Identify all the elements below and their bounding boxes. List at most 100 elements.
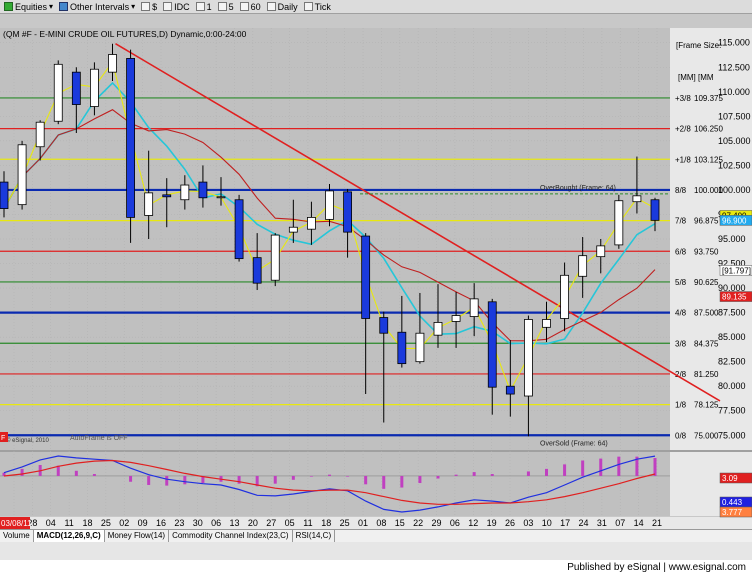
price-badge-text: [91.797] — [722, 266, 751, 275]
x-month-label: Jun — [194, 527, 210, 529]
tab-commodity-channel-index-23-c[interactable]: Commodity Channel Index(23,C) — [169, 530, 293, 542]
candle-body — [451, 315, 461, 322]
copyright-label: © eSignal, 2010 — [6, 437, 49, 444]
date-badge-text: 03/08/11 — [1, 519, 32, 528]
y-tick-label: 112.500 — [718, 62, 750, 72]
price-badge — [719, 291, 752, 302]
candle-body — [325, 190, 334, 220]
macd-badge-text: 3.777 — [722, 508, 743, 517]
y-tick-label: 87.500 — [718, 308, 746, 318]
price-badge — [719, 215, 752, 226]
toolbar-item-label: $ — [152, 1, 158, 12]
tab-money-flow-14[interactable]: Money Flow(14) — [105, 530, 170, 542]
y-tick-label: 100.000 — [718, 185, 751, 195]
autoframe-label: AutoFrame is OFF — [70, 435, 128, 442]
toolbar-item-1[interactable]: 1 — [195, 1, 212, 12]
tick-icon — [303, 2, 313, 11]
tab-macd-12-26-9-c[interactable]: MACD(12,26,9,C) — [33, 530, 105, 542]
y-tick-label: 115.000 — [718, 38, 750, 48]
candle-body — [71, 71, 81, 105]
moving-average-cyan-line — [3, 81, 656, 345]
macd-badge-text: 0.443 — [722, 498, 743, 507]
murrey-value: 81.250 — [694, 370, 719, 379]
toolbar-item-tick[interactable]: Tick — [303, 1, 331, 12]
date-badge — [0, 517, 30, 529]
x-tick-label: 08 — [376, 518, 386, 528]
x-tick-label: 05 — [285, 518, 295, 528]
x-tick-label: 29 — [432, 518, 442, 528]
x-tick-label: 20 — [248, 518, 258, 528]
murrey-label: 6/8 — [675, 247, 687, 256]
x-tick-label: 28 — [27, 518, 37, 528]
murrey-label: +1/8 — [675, 155, 691, 164]
macd-signal-line — [3, 459, 656, 505]
murrey-label: 7/8 — [675, 217, 687, 226]
murrey-label: 4/8 — [675, 309, 687, 318]
candle-body — [53, 63, 63, 122]
x-month-label: May — [120, 527, 138, 529]
candle-body — [288, 226, 298, 233]
price-badge — [719, 265, 752, 276]
x-tick-label: 11 — [303, 518, 312, 528]
toolbar: Equities ▾ Other Intervals ▾ $ IDC 1 5 60 Daily Ti… — [0, 0, 752, 14]
candle-body — [505, 385, 515, 395]
toolbar-item-other-intervals[interactable]: Other Intervals ▾ — [59, 2, 135, 12]
macd-badge — [719, 506, 752, 518]
candle-body — [487, 301, 497, 388]
daily-icon — [266, 2, 276, 11]
candle-body — [108, 54, 117, 73]
x-axis — [0, 517, 752, 529]
chevron-down-icon: ▾ — [131, 2, 136, 11]
toolbar-item-[interactable]: $ — [141, 2, 157, 12]
y-tick-label: 90.000 — [718, 283, 746, 293]
x-tick-label: 18 — [321, 518, 331, 528]
frame-mm-label: [MM] [MM — [678, 73, 714, 82]
candle-body — [632, 195, 642, 203]
sixty-icon — [239, 2, 249, 11]
oversold-label: OverSold (Frame: 64) — [540, 440, 608, 447]
candle-body — [35, 121, 45, 148]
x-tick-label: 18 — [82, 518, 92, 528]
toolbar-item-label: Tick — [314, 1, 331, 12]
toolbar-item-5[interactable]: 5 — [217, 2, 234, 12]
candle-body — [560, 274, 569, 319]
candle-body — [216, 196, 226, 199]
x-tick-label: 03 — [523, 518, 533, 528]
candle-body — [17, 144, 27, 206]
x-tick-label: 06 — [450, 518, 460, 528]
x-month-label: Apr — [47, 527, 63, 529]
murrey-label: 2/8 — [675, 370, 687, 379]
candle-body — [270, 234, 280, 281]
x-month-label: Jul — [267, 527, 280, 529]
dollar-icon — [141, 2, 151, 11]
x-tick-label: 22 — [413, 518, 423, 528]
tab-rsi-14-c[interactable]: RSI(14,C) — [293, 530, 336, 542]
tab-volume[interactable]: Volume — [0, 530, 34, 542]
date-marker-label: F — [1, 435, 5, 442]
murrey-label: 3/8 — [675, 339, 687, 348]
toolbar-item-label: Equities — [15, 1, 48, 12]
five-icon — [217, 2, 227, 11]
toolbar-item-daily[interactable]: Daily — [266, 2, 298, 12]
title-background — [0, 28, 230, 39]
y-tick-label: 82.500 — [718, 357, 746, 367]
murrey-value: 100.000 — [694, 186, 723, 195]
y-tick-label: 95.000 — [718, 234, 746, 244]
x-tick-label: 31 — [597, 518, 607, 528]
y-tick-label: 102.500 — [718, 160, 751, 170]
murrey-value: 75.000 — [694, 431, 719, 440]
toolbar-item-equities[interactable]: Equities ▾ — [4, 2, 53, 12]
toolbar-item-label: 60 — [250, 1, 261, 12]
x-tick-label: 12 — [468, 518, 478, 528]
murrey-value: 90.625 — [694, 278, 719, 287]
murrey-value: 84.375 — [694, 339, 719, 348]
y-tick-label: 75.000 — [718, 430, 746, 440]
date-marker — [0, 432, 8, 442]
murrey-value: 103.125 — [694, 155, 723, 164]
price-pane — [0, 28, 670, 450]
toolbar-item-label: 1 — [206, 1, 212, 12]
x-tick-label: 30 — [193, 518, 203, 528]
toolbar-item-idc[interactable]: IDC — [163, 2, 190, 12]
candle-body — [379, 317, 389, 334]
toolbar-item-60[interactable]: 60 — [239, 1, 261, 12]
